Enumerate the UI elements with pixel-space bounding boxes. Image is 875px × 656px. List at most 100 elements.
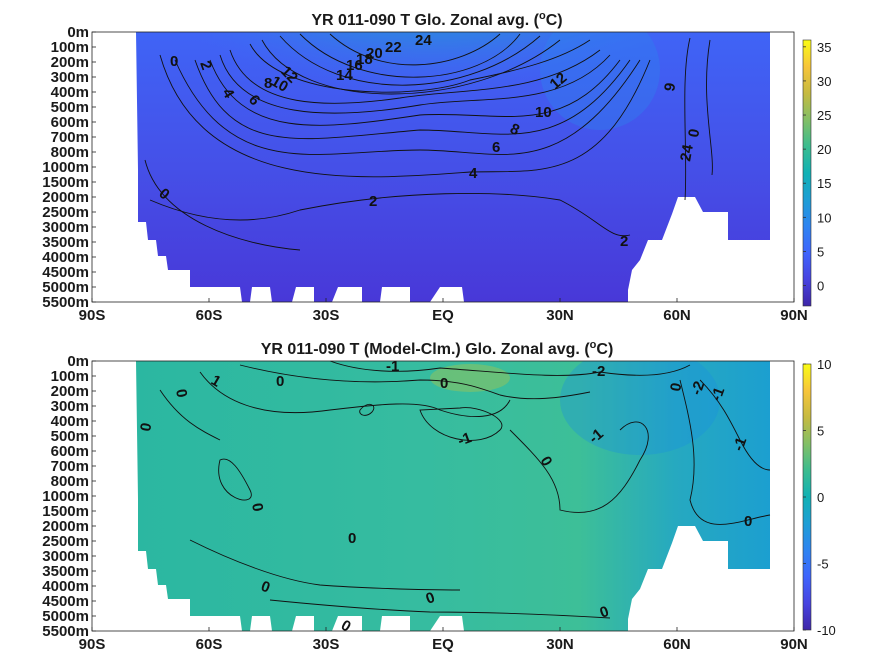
colorbar-tick-label: 20	[817, 142, 831, 157]
panel-anomaly: YR 011-090 T (Model-Clm.) Glo. Zonal avg…	[42, 339, 836, 653]
y-tick-label: 0m	[67, 24, 89, 41]
y-tick-label: 5000m	[42, 608, 89, 625]
y-tick-label: 4500m	[42, 593, 89, 610]
y-tick-label: 100m	[51, 368, 89, 385]
contour-label: 10	[268, 73, 291, 96]
y-tick-label: 800m	[51, 473, 89, 490]
contour-label: 22	[385, 39, 402, 56]
contour-label: -1	[708, 385, 729, 403]
contour-label: 8	[264, 75, 272, 92]
x-tick-label: 30S	[313, 636, 340, 653]
y-tick-label: 600m	[51, 443, 89, 460]
x-tick-label: EQ	[432, 636, 454, 653]
contour-label: 24	[415, 32, 432, 49]
contour-label: 16	[346, 57, 363, 74]
anomaly-field: -1 0 0 1 0 0 -2 0 -2 -1 -1 -1 0 -1 0 0 0…	[136, 358, 771, 631]
y-tick-label: 3500m	[42, 563, 89, 580]
y-tick-label: 5500m	[42, 294, 89, 311]
y-tick-label: 2000m	[42, 189, 89, 206]
y-tick-label: 2000m	[42, 518, 89, 535]
contour-label: 0	[348, 530, 356, 547]
x-axis: 90S 60S 30S EQ 30N 60N 90N	[79, 627, 808, 653]
y-tick-label: 4500m	[42, 264, 89, 281]
y-tick-label: 1000m	[42, 488, 89, 505]
y-tick-label: 2500m	[42, 204, 89, 221]
y-tick-label: 1000m	[42, 159, 89, 176]
x-tick-label: 60N	[663, 636, 691, 653]
contour-labels: 24 22 20 18 16 14 12 10 8 6 4 2 0 12 10 …	[155, 32, 703, 250]
x-tick-label: 60S	[196, 636, 223, 653]
y-tick-label: 600m	[51, 114, 89, 131]
colorbar-tick-label: -10	[817, 623, 836, 638]
chart-title: YR 011-090 T (Model-Clm.) Glo. Zonal avg…	[261, 339, 614, 358]
contour-label: 6	[492, 139, 500, 156]
y-tick-label: 200m	[51, 383, 89, 400]
contour-label: 0	[276, 373, 284, 390]
temperature-field: 24 22 20 18 16 14 12 10 8 6 4 2 0 12 10 …	[136, 32, 770, 302]
y-tick-label: 0m	[67, 353, 89, 370]
contour-label: 0	[667, 382, 685, 393]
y-tick-label: 400m	[51, 413, 89, 430]
colorbar-tick-label: 5	[817, 244, 824, 259]
colorbar-tick-label: -5	[817, 557, 829, 572]
y-tick-label: 3500m	[42, 234, 89, 251]
contour-label: -2	[688, 379, 709, 397]
contour-label: -1	[730, 435, 751, 453]
contour-label: 9	[661, 82, 679, 93]
y-tick-label: 500m	[51, 428, 89, 445]
temperature-contours	[144, 33, 713, 251]
contour-label: -1	[386, 358, 399, 375]
contour-label: 4	[469, 165, 478, 182]
x-tick-label: 90S	[79, 307, 106, 324]
contour-label: 18	[356, 51, 373, 68]
x-axis: 90S 60S 30S EQ 30N 60N 90N	[79, 298, 808, 324]
x-tick-label: 30N	[546, 307, 574, 324]
contour-label: 0	[248, 502, 266, 513]
chart-title: YR 011-090 T Glo. Zonal avg. (oC)	[311, 10, 562, 29]
colorbar-ticks: 35 30 25 20 15 10 5 0	[803, 40, 831, 294]
colorbar-tick-label: 5	[817, 424, 824, 439]
y-tick-label: 3000m	[42, 548, 89, 565]
contour-label: 20	[366, 45, 383, 62]
x-tick-label: 30S	[313, 307, 340, 324]
y-tick-label: 2500m	[42, 533, 89, 550]
contour-label: 14	[336, 67, 353, 84]
colorbar-tick-label: 10	[817, 357, 831, 372]
colorbar-tick-label: 35	[817, 40, 831, 55]
y-tick-label: 800m	[51, 144, 89, 161]
x-tick-label: 90N	[780, 636, 808, 653]
y-tick-label: 200m	[51, 54, 89, 71]
colorbar	[802, 39, 812, 307]
y-tick-label: 700m	[51, 129, 89, 146]
y-tick-label: 400m	[51, 84, 89, 101]
y-axis: 0m100m200m300m400m500m600m700m800m1000m1…	[42, 353, 96, 640]
colorbar-tick-label: 15	[817, 176, 831, 191]
contour-label: 24	[677, 143, 697, 163]
contour-label: -2	[592, 363, 605, 380]
x-tick-label: 30N	[546, 636, 574, 653]
x-tick-label: 60S	[196, 307, 223, 324]
y-axis: 0m100m200m300m400m500m600m700m800m1000m1…	[42, 24, 96, 311]
contour-label: -1	[456, 429, 474, 450]
y-tick-label: 1500m	[42, 503, 89, 520]
colorbar-tick-label: 0	[817, 279, 824, 294]
anomaly-contours	[159, 361, 771, 619]
y-tick-label: 300m	[51, 69, 89, 86]
x-tick-label: EQ	[432, 307, 454, 324]
x-tick-label: 90N	[780, 307, 808, 324]
colorbar-tick-label: 25	[817, 108, 831, 123]
y-tick-label: 700m	[51, 458, 89, 475]
contour-label: 0	[440, 375, 448, 392]
y-tick-label: 500m	[51, 99, 89, 116]
colorbar-tick-label: 10	[817, 210, 831, 225]
contour-label: 2	[620, 233, 628, 250]
y-tick-label: 100m	[51, 39, 89, 56]
y-tick-label: 3000m	[42, 219, 89, 236]
y-tick-label: 5500m	[42, 623, 89, 640]
x-tick-label: 60N	[663, 307, 691, 324]
contour-label: 0	[744, 513, 752, 530]
contour-label: 0	[170, 53, 178, 70]
panel-temperature: YR 011-090 T Glo. Zonal avg. (oC)	[42, 10, 831, 324]
contour-label: 0	[685, 128, 703, 139]
